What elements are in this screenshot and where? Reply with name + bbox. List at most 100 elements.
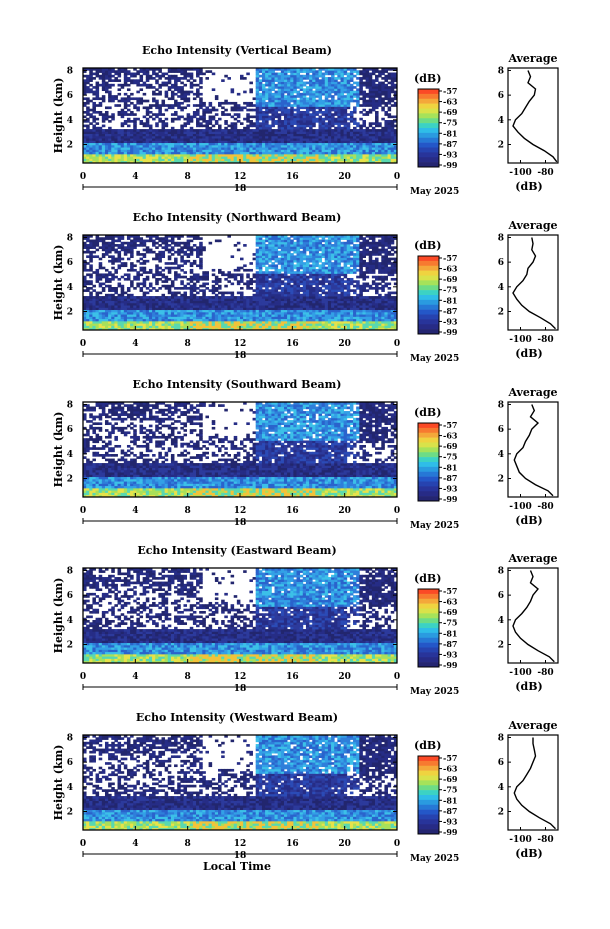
heatmap-cell xyxy=(130,138,134,141)
heatmap-cell xyxy=(387,99,392,103)
heatmap-cell xyxy=(302,149,307,153)
heatmap-cell xyxy=(305,117,310,121)
heatmap-cell xyxy=(136,158,140,162)
heatmap-cell xyxy=(101,266,106,270)
heatmap-cell xyxy=(287,124,291,128)
heatmap-cell xyxy=(393,151,398,155)
heatmap-cell xyxy=(227,156,231,159)
heatmap-cell xyxy=(158,113,162,116)
heatmap-cell xyxy=(177,291,181,295)
heatmap-cell xyxy=(101,142,106,146)
heatmap-cell xyxy=(318,81,323,85)
heatmap-cell xyxy=(101,88,106,92)
heatmap-cell xyxy=(356,99,360,103)
heatmap-cell xyxy=(315,120,319,123)
heatmap-cell xyxy=(371,70,376,73)
heatmap-cell xyxy=(114,77,118,80)
heatmap-cell xyxy=(126,117,131,121)
heatmap-cell xyxy=(148,296,153,299)
heatmap-cell xyxy=(83,158,87,162)
heatmap-cell xyxy=(161,293,166,297)
heatmap-cell xyxy=(92,140,96,144)
heatmap-cell xyxy=(174,79,178,82)
heatmap-cell xyxy=(274,86,279,89)
heatmap-cell xyxy=(387,92,392,96)
heatmap-cell xyxy=(277,72,282,76)
heatmap-cell xyxy=(346,86,351,89)
heatmap-cell xyxy=(371,122,376,125)
heatmap-cell xyxy=(142,153,147,157)
heatmap-cell xyxy=(139,144,144,148)
heatmap-cell xyxy=(252,104,257,107)
heatmap-cell xyxy=(261,92,266,96)
heatmap-cell xyxy=(92,108,96,112)
heatmap-cell xyxy=(265,110,269,114)
heatmap-cell xyxy=(136,142,140,146)
heatmap-cell xyxy=(111,160,115,164)
heatmap-cell xyxy=(164,90,169,94)
heatmap-cell xyxy=(296,129,301,132)
heatmap-cell xyxy=(261,106,266,110)
heatmap-cell xyxy=(296,86,301,89)
heatmap-cell xyxy=(296,113,301,116)
heatmap-cell xyxy=(189,129,194,132)
heatmap-cell xyxy=(305,140,310,144)
heatmap-cell xyxy=(371,79,376,82)
heatmap-cell xyxy=(246,158,250,162)
heatmap-cell xyxy=(290,81,294,85)
heatmap-cell xyxy=(145,142,150,146)
heatmap-cell xyxy=(258,158,263,162)
heatmap-cell xyxy=(161,83,166,87)
heatmap-cell xyxy=(233,325,238,329)
heatmap-cell xyxy=(309,131,313,134)
heatmap-cell xyxy=(349,131,354,134)
heatmap-cell xyxy=(312,104,316,107)
heatmap-cell xyxy=(133,72,137,76)
heatmap-cell xyxy=(202,314,206,317)
heatmap-cell xyxy=(255,104,260,107)
heatmap-cell xyxy=(309,124,313,128)
heatmap-cell xyxy=(384,124,388,128)
heatmap-cell xyxy=(221,135,225,139)
heatmap-cell xyxy=(340,149,345,153)
heatmap-cell xyxy=(393,135,398,139)
heatmap-cell xyxy=(283,88,288,92)
heatmap-cell xyxy=(375,138,379,141)
heatmap-cell xyxy=(271,271,275,274)
heatmap-cell xyxy=(177,144,181,148)
heatmap-cell xyxy=(89,68,93,71)
heatmap-cell xyxy=(208,149,213,153)
heatmap-cell xyxy=(240,138,244,141)
heatmap-cell xyxy=(362,160,366,164)
heatmap-cell xyxy=(287,79,291,82)
heatmap-cell xyxy=(95,110,100,114)
heatmap-cell xyxy=(277,140,282,144)
heatmap-cell xyxy=(337,120,341,123)
heatmap-cell xyxy=(381,101,385,105)
heatmap-cell xyxy=(111,147,115,150)
heatmap-cell xyxy=(327,144,332,148)
heatmap-cell xyxy=(371,153,376,157)
heatmap-cell xyxy=(95,70,100,73)
heatmap-cell xyxy=(95,147,100,150)
heatmap-cell xyxy=(258,99,263,103)
heatmap-cell xyxy=(274,77,279,80)
heatmap-cell xyxy=(346,149,351,153)
heatmap-cell xyxy=(104,86,109,89)
heatmap-cell xyxy=(174,153,178,157)
heatmap-cell xyxy=(89,291,93,295)
heatmap-cell xyxy=(321,68,326,71)
heatmap-cell xyxy=(318,142,323,146)
heatmap-cell xyxy=(221,133,225,137)
heatmap-cell xyxy=(227,133,231,137)
heatmap-cell xyxy=(346,77,351,80)
heatmap-cell xyxy=(280,108,285,112)
heatmap-cell xyxy=(252,300,257,304)
heatmap-cell xyxy=(324,90,329,94)
heatmap-cell xyxy=(252,160,257,164)
heatmap-cell xyxy=(202,156,206,159)
heatmap-cell xyxy=(167,239,172,243)
heatmap-cell xyxy=(318,68,323,71)
heatmap-cell xyxy=(148,131,153,134)
heatmap-cell xyxy=(89,273,93,277)
